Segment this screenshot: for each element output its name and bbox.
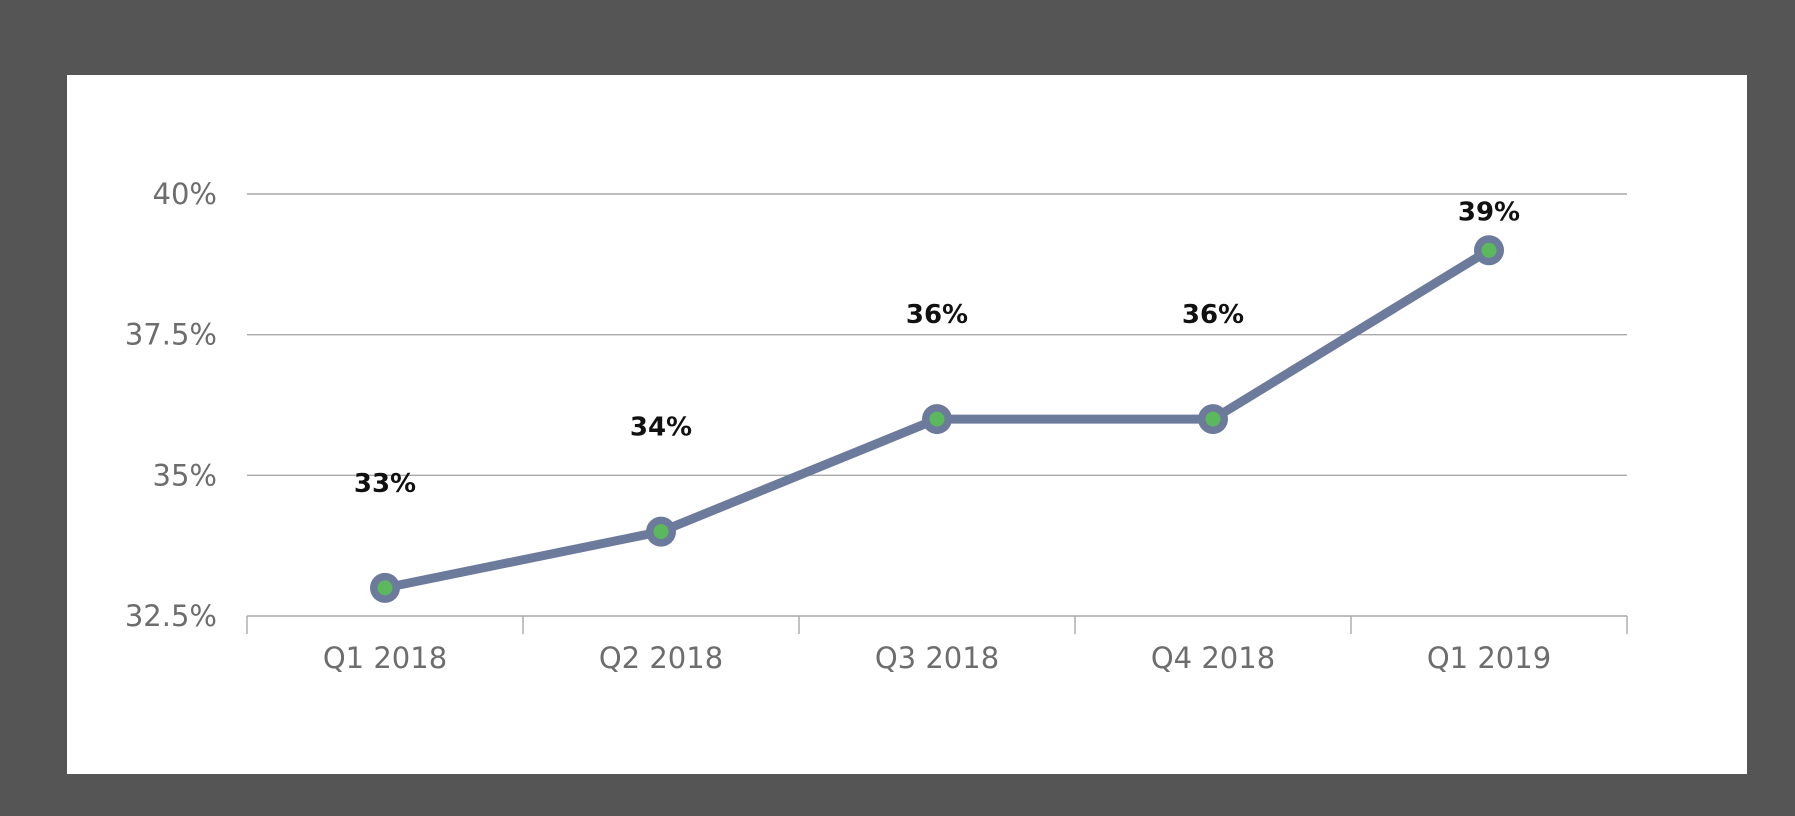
x-tick-label: Q1 2018 xyxy=(323,641,447,675)
data-point xyxy=(1481,242,1497,258)
chart-panel: 32.5% 35% 37.5% 40% Q1 2018 Q2 2018 Q3 2018 Q4 … xyxy=(67,75,1747,774)
data-point xyxy=(929,411,945,427)
x-tick-label: Q4 2018 xyxy=(1151,641,1275,675)
data-point xyxy=(1205,411,1221,427)
y-tick-label: 32.5% xyxy=(125,599,217,633)
x-tick-label: Q2 2018 xyxy=(599,641,723,675)
line-chart: 32.5% 35% 37.5% 40% Q1 2018 Q2 2018 Q3 2018 Q4 … xyxy=(125,177,1628,675)
x-tick-label: Q1 2019 xyxy=(1427,641,1551,675)
data-label: 33% xyxy=(354,469,416,499)
y-tick-label: 40% xyxy=(153,177,217,211)
y-tick-label: 37.5% xyxy=(125,318,217,352)
data-label: 36% xyxy=(1182,300,1244,330)
data-point xyxy=(377,580,393,596)
data-label: 36% xyxy=(906,300,968,330)
data-point xyxy=(653,524,669,540)
x-tick-label: Q3 2018 xyxy=(875,641,999,675)
data-label: 39% xyxy=(1458,197,1520,227)
data-label: 34% xyxy=(630,413,692,443)
y-tick-label: 35% xyxy=(153,458,217,492)
